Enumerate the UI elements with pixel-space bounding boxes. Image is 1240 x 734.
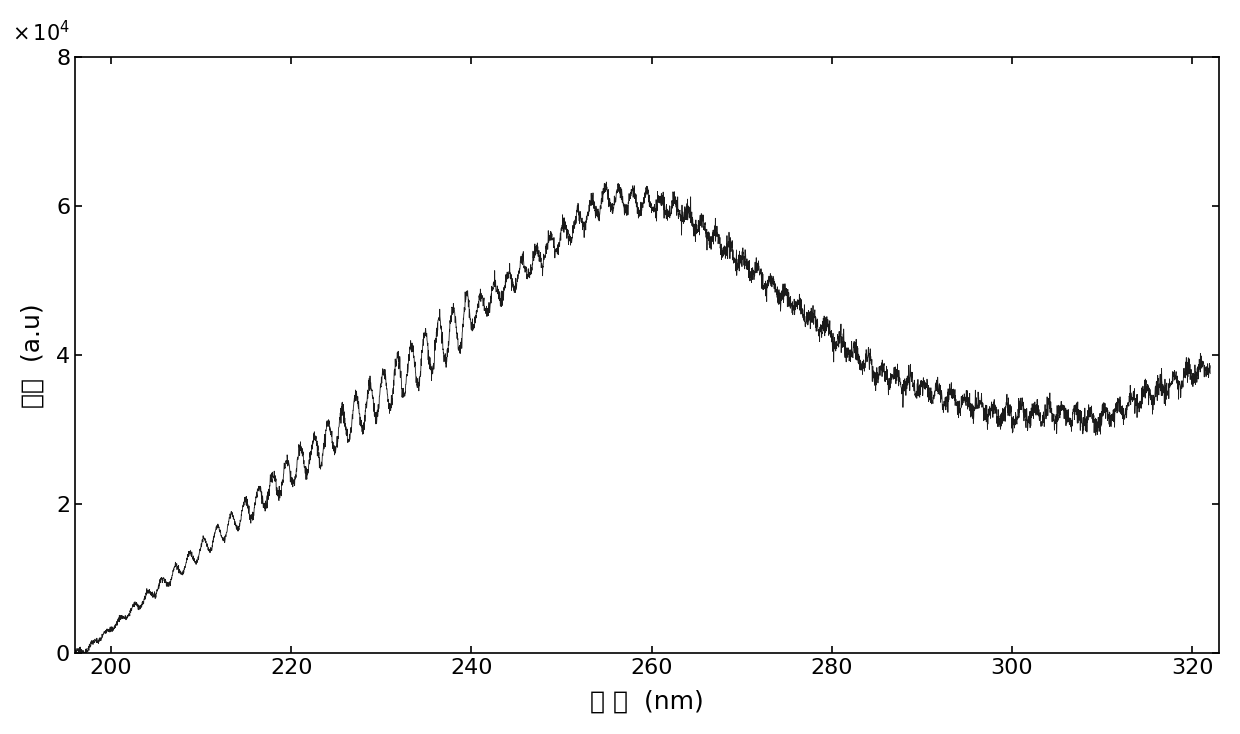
Y-axis label: 光强  (a.u): 光强 (a.u) <box>21 303 45 407</box>
Text: $\times\,10^4$: $\times\,10^4$ <box>12 21 71 46</box>
X-axis label: 波 长  (nm): 波 长 (nm) <box>590 689 704 713</box>
